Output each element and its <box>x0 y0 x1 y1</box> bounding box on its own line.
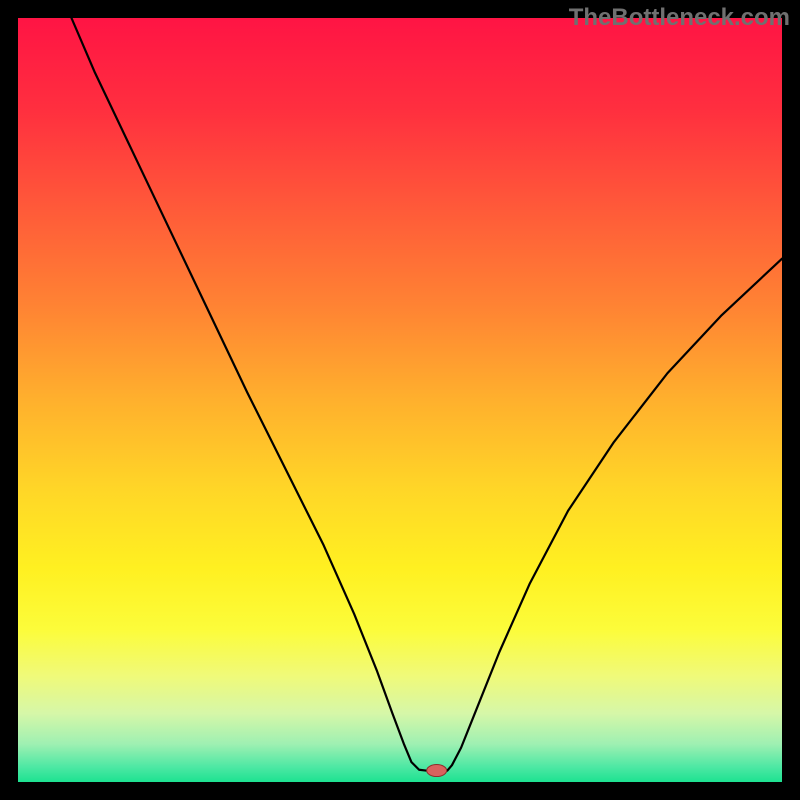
bottleneck-chart <box>0 0 800 800</box>
plot-background <box>18 18 782 782</box>
chart-container: TheBottleneck.com <box>0 0 800 800</box>
minimum-marker <box>427 765 447 777</box>
